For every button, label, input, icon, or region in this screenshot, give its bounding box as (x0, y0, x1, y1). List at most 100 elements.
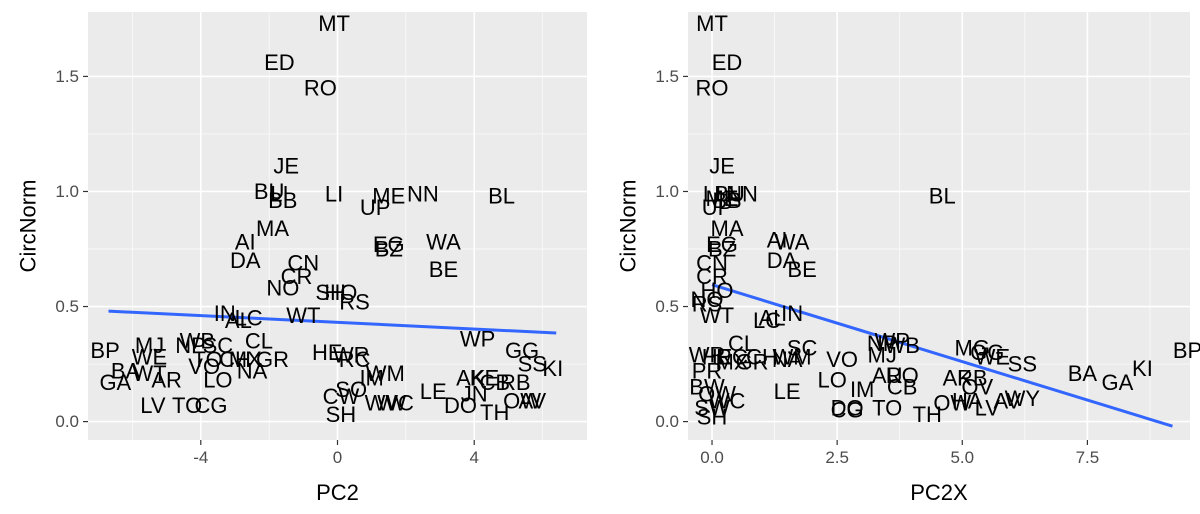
point-label-ed: ED (264, 50, 295, 75)
point-label-ki: KI (1132, 356, 1153, 381)
point-label-ss: SS (1008, 352, 1037, 377)
point-label-cl: CL (245, 329, 273, 354)
point-label-cb: CB (479, 370, 510, 395)
point-label-th: TH (913, 402, 942, 427)
point-label-li: LI (270, 181, 288, 206)
point-label-eg: EG (373, 232, 405, 257)
point-label-rs: RS (339, 289, 370, 314)
point-label-ke: KE (470, 365, 499, 390)
point-label-th: TH (480, 400, 509, 425)
point-label-rc: RC (339, 347, 371, 372)
point-label-in: IN (214, 301, 236, 326)
point-label-vo: VO (826, 347, 858, 372)
panel-background (688, 12, 1190, 440)
point-label-me: ME (372, 184, 405, 209)
point-label-bb: BB (268, 188, 297, 213)
point-label-be: BE (429, 257, 458, 282)
point-label-gr: GR (736, 349, 769, 374)
x-tick-label: -4 (193, 448, 208, 467)
point-label-no: NO (266, 276, 299, 301)
point-label-no: NO (691, 287, 724, 312)
x-tick-label: 0 (333, 448, 342, 467)
point-label-ro: RO (696, 75, 729, 100)
point-label-ki: KI (542, 356, 563, 381)
point-label-he: HE (702, 345, 733, 370)
point-label-ro: RO (304, 75, 337, 100)
point-label-cn: CN (287, 250, 319, 275)
point-label-ww: WW (365, 391, 407, 416)
y-tick-label: 0.0 (655, 412, 679, 431)
point-label-im: IM (359, 365, 383, 390)
point-label-we: WE (975, 345, 1010, 370)
trend-line (108, 309, 557, 335)
point-label-cg: CG (195, 393, 228, 418)
point-label-lo: LO (817, 368, 846, 393)
point-label-ss: SS (518, 352, 547, 377)
point-label-ak: AK (456, 365, 486, 390)
point-label-ch: CH (219, 347, 251, 372)
point-label-wb: WB (180, 329, 215, 354)
point-label-sc: SC (203, 333, 234, 358)
point-label-sh: SH (326, 402, 357, 427)
point-label-ma: MA (256, 216, 289, 241)
point-label-wr: WR (333, 342, 370, 367)
point-label-me: ME (706, 186, 739, 211)
point-label-nn: NN (726, 181, 758, 206)
point-label-wa: WA (426, 230, 461, 255)
point-label-lc: LC (753, 308, 781, 333)
point-label-rb: RB (500, 370, 531, 395)
point-label-wb: WB (884, 333, 919, 358)
point-label-bp: BP (1173, 338, 1200, 363)
point-label-wt: WT (132, 361, 166, 386)
point-label-rc: RC (716, 345, 748, 370)
point-label-cl: CL (728, 331, 756, 356)
point-label-bu: BU (714, 181, 745, 206)
point-label-li: LI (325, 181, 343, 206)
point-label-mj: MJ (135, 333, 164, 358)
point-label-wc: WC (709, 388, 746, 413)
point-label-gg: GG (505, 338, 539, 363)
y-tick-label: 1.0 (655, 182, 679, 201)
point-label-ba: BA (1068, 361, 1098, 386)
x-tick-label: 7.5 (1076, 448, 1100, 467)
point-label-ho: HO (701, 278, 734, 303)
point-label-ed: ED (712, 50, 743, 75)
point-label-pr: PR (692, 358, 723, 383)
point-label-in: IN (781, 301, 803, 326)
point-label-ma: MA (711, 216, 744, 241)
point-label-gr: GR (256, 347, 289, 372)
point-label-ow: OW (933, 391, 971, 416)
point-label-vo: VO (188, 354, 220, 379)
point-label-to: TO (872, 395, 902, 420)
point-label-je: JE (273, 154, 299, 179)
point-label-lv: LV (140, 393, 166, 418)
y-tick-label: 0.5 (655, 297, 679, 316)
x-tick-label: 2.5 (825, 448, 849, 467)
point-label-bl: BL (488, 184, 515, 209)
x-tick-label: 5.0 (950, 448, 974, 467)
point-label-mj: MJ (868, 342, 897, 367)
point-label-na: NA (237, 358, 268, 383)
x-axis-title: PC2X (910, 480, 968, 505)
point-label-sh: SH (697, 404, 728, 429)
x-tick-label: 4 (469, 448, 478, 467)
point-label-ho: HO (324, 280, 357, 305)
point-label-sh: SH (315, 280, 346, 305)
point-label-na: NA (772, 347, 803, 372)
point-label-mx: MX (716, 349, 749, 374)
point-label-ga: GA (1102, 370, 1134, 395)
point-label-cb: CB (887, 375, 918, 400)
point-label-np: NP (867, 331, 898, 356)
point-label-ow: OW (503, 388, 541, 413)
point-label-up: UP (360, 195, 391, 220)
point-label-al: AL (759, 306, 786, 331)
point-label-bb: BB (712, 188, 741, 213)
point-label-le: LE (420, 379, 447, 404)
point-label-cw: CW (323, 384, 360, 409)
point-label-bl: BL (929, 184, 956, 209)
point-label-wy: WY (1005, 386, 1041, 411)
point-label-bu: BU (254, 179, 285, 204)
point-label-mt: MT (318, 11, 350, 36)
y-tick-label: 0.5 (55, 297, 79, 316)
